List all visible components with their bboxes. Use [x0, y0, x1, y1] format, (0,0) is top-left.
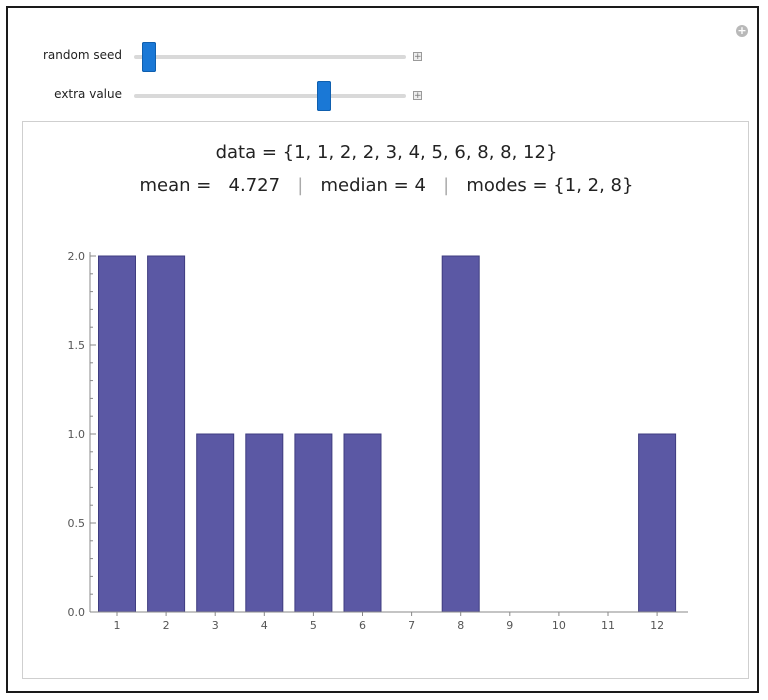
x-tick-label: 11	[601, 619, 615, 632]
x-tick-label: 5	[310, 619, 317, 632]
bar-5	[294, 433, 333, 613]
extra-value-track[interactable]	[134, 94, 406, 98]
x-tick-label: 1	[114, 619, 121, 632]
output-panel: data = {1, 1, 2, 2, 3, 4, 5, 6, 8, 8, 12…	[22, 121, 749, 679]
y-tick-label: 1.0	[68, 428, 86, 441]
stats-line: mean = 4.727 | median = 4 | modes = {1, …	[23, 175, 750, 196]
extra-value-label: extra value	[54, 87, 122, 101]
mean-text: mean = 4.727	[139, 175, 281, 196]
bar-3	[196, 433, 235, 613]
bar-1	[98, 255, 136, 613]
modes-text: modes = {1, 2, 8}	[466, 175, 634, 196]
random-seed-label: random seed	[43, 48, 122, 62]
extra-value-slider-thumb[interactable]	[317, 81, 332, 111]
data-line: data = {1, 1, 2, 2, 3, 4, 5, 6, 8, 8, 12…	[215, 142, 558, 163]
x-tick-label: 10	[552, 619, 566, 632]
bar-2	[147, 255, 186, 613]
x-tick-label: 8	[457, 619, 464, 632]
y-tick-label: 2.0	[68, 250, 86, 263]
bar-6	[343, 433, 382, 613]
random-seed-track[interactable]	[134, 55, 406, 59]
random-seed-slider-thumb[interactable]	[141, 42, 156, 72]
median-text: median = 4	[320, 175, 426, 196]
x-tick-label: 12	[650, 619, 664, 632]
bar-8	[441, 255, 480, 613]
control-row-extra-value: extra value +	[0, 81, 440, 111]
y-tick-label: 1.5	[68, 339, 86, 352]
x-tick-label: 2	[163, 619, 170, 632]
control-row-random-seed: random seed +	[0, 42, 440, 72]
bar-4	[245, 433, 284, 613]
separator: |	[297, 175, 304, 196]
x-tick-label: 9	[506, 619, 513, 632]
x-tick-label: 4	[261, 619, 268, 632]
y-tick-label: 0.0	[68, 606, 86, 619]
x-tick-label: 3	[212, 619, 219, 632]
random-seed-expand-icon[interactable]: +	[413, 52, 422, 62]
bar-12	[638, 433, 677, 613]
y-tick-label: 0.5	[68, 517, 86, 530]
separator: |	[443, 175, 450, 196]
bar-chart: 0.00.51.01.52.01 2 3 4 5 6 7 8 9 10 11 12	[68, 250, 688, 632]
x-tick-label: 6	[359, 619, 366, 632]
extra-value-expand-icon[interactable]: +	[413, 91, 422, 101]
x-tick-label: 7	[408, 619, 415, 632]
plus-circle-icon[interactable]: +	[736, 24, 748, 37]
